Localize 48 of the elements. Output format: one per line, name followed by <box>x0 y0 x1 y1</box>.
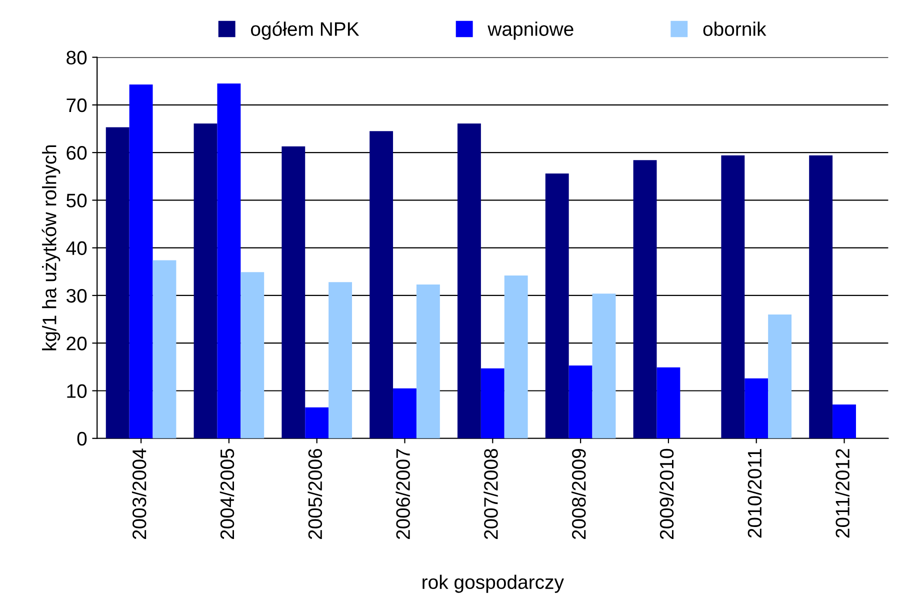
bar <box>217 83 241 438</box>
x-tick-label: 2009/2010 <box>659 448 674 540</box>
x-tick-label: 2003/2004 <box>132 448 146 540</box>
bar <box>282 146 306 438</box>
x-tick-label: 2010/2011 <box>747 449 762 538</box>
legend-label: ogółem NPK <box>250 21 360 40</box>
bar <box>832 404 856 438</box>
y-tick-label: 50 <box>66 194 87 208</box>
bar <box>106 127 130 438</box>
x-tick-label: 2006/2007 <box>396 449 410 540</box>
x-tick-label: 2004/2005 <box>220 448 234 540</box>
y-tick-label: 40 <box>66 241 87 256</box>
legend-label: wapniowe <box>488 22 574 40</box>
y-tick-label: 10 <box>67 384 87 398</box>
x-tick-label: 2008/2009 <box>571 449 586 540</box>
y-tick-label: 70 <box>66 98 87 112</box>
y-tick-label: 0 <box>77 432 87 446</box>
bar <box>744 378 768 438</box>
bar <box>480 368 504 438</box>
bar <box>633 160 657 438</box>
y-tick-label: 20 <box>66 336 87 350</box>
bar <box>592 294 616 438</box>
bar <box>545 174 569 438</box>
bar <box>504 275 528 438</box>
bar <box>416 284 440 438</box>
y-tick-label: 60 <box>66 146 87 160</box>
x-tick-label: 2007/2008 <box>484 448 498 540</box>
bar <box>370 131 394 438</box>
bar <box>194 124 218 438</box>
y-tick-label: 30 <box>66 288 87 303</box>
y-tick-label: 80 <box>66 50 87 65</box>
bar <box>328 282 352 438</box>
bar <box>393 388 416 438</box>
x-axis-title: rok gospodarczy <box>422 574 564 593</box>
bar <box>305 407 329 438</box>
x-tick-label: 2011/2012 <box>835 449 850 538</box>
bar <box>809 155 833 438</box>
legend-label: obornik <box>703 22 766 36</box>
bar <box>768 314 792 438</box>
y-axis-title: kg/1 ha użytków rolnych <box>42 145 60 350</box>
bar <box>568 365 592 438</box>
bar <box>240 272 264 438</box>
bar <box>457 124 481 438</box>
x-tick-label: 2005/2006 <box>308 448 322 540</box>
bar <box>656 367 680 438</box>
bar <box>721 155 745 438</box>
bar <box>152 260 176 438</box>
bar <box>129 84 153 438</box>
